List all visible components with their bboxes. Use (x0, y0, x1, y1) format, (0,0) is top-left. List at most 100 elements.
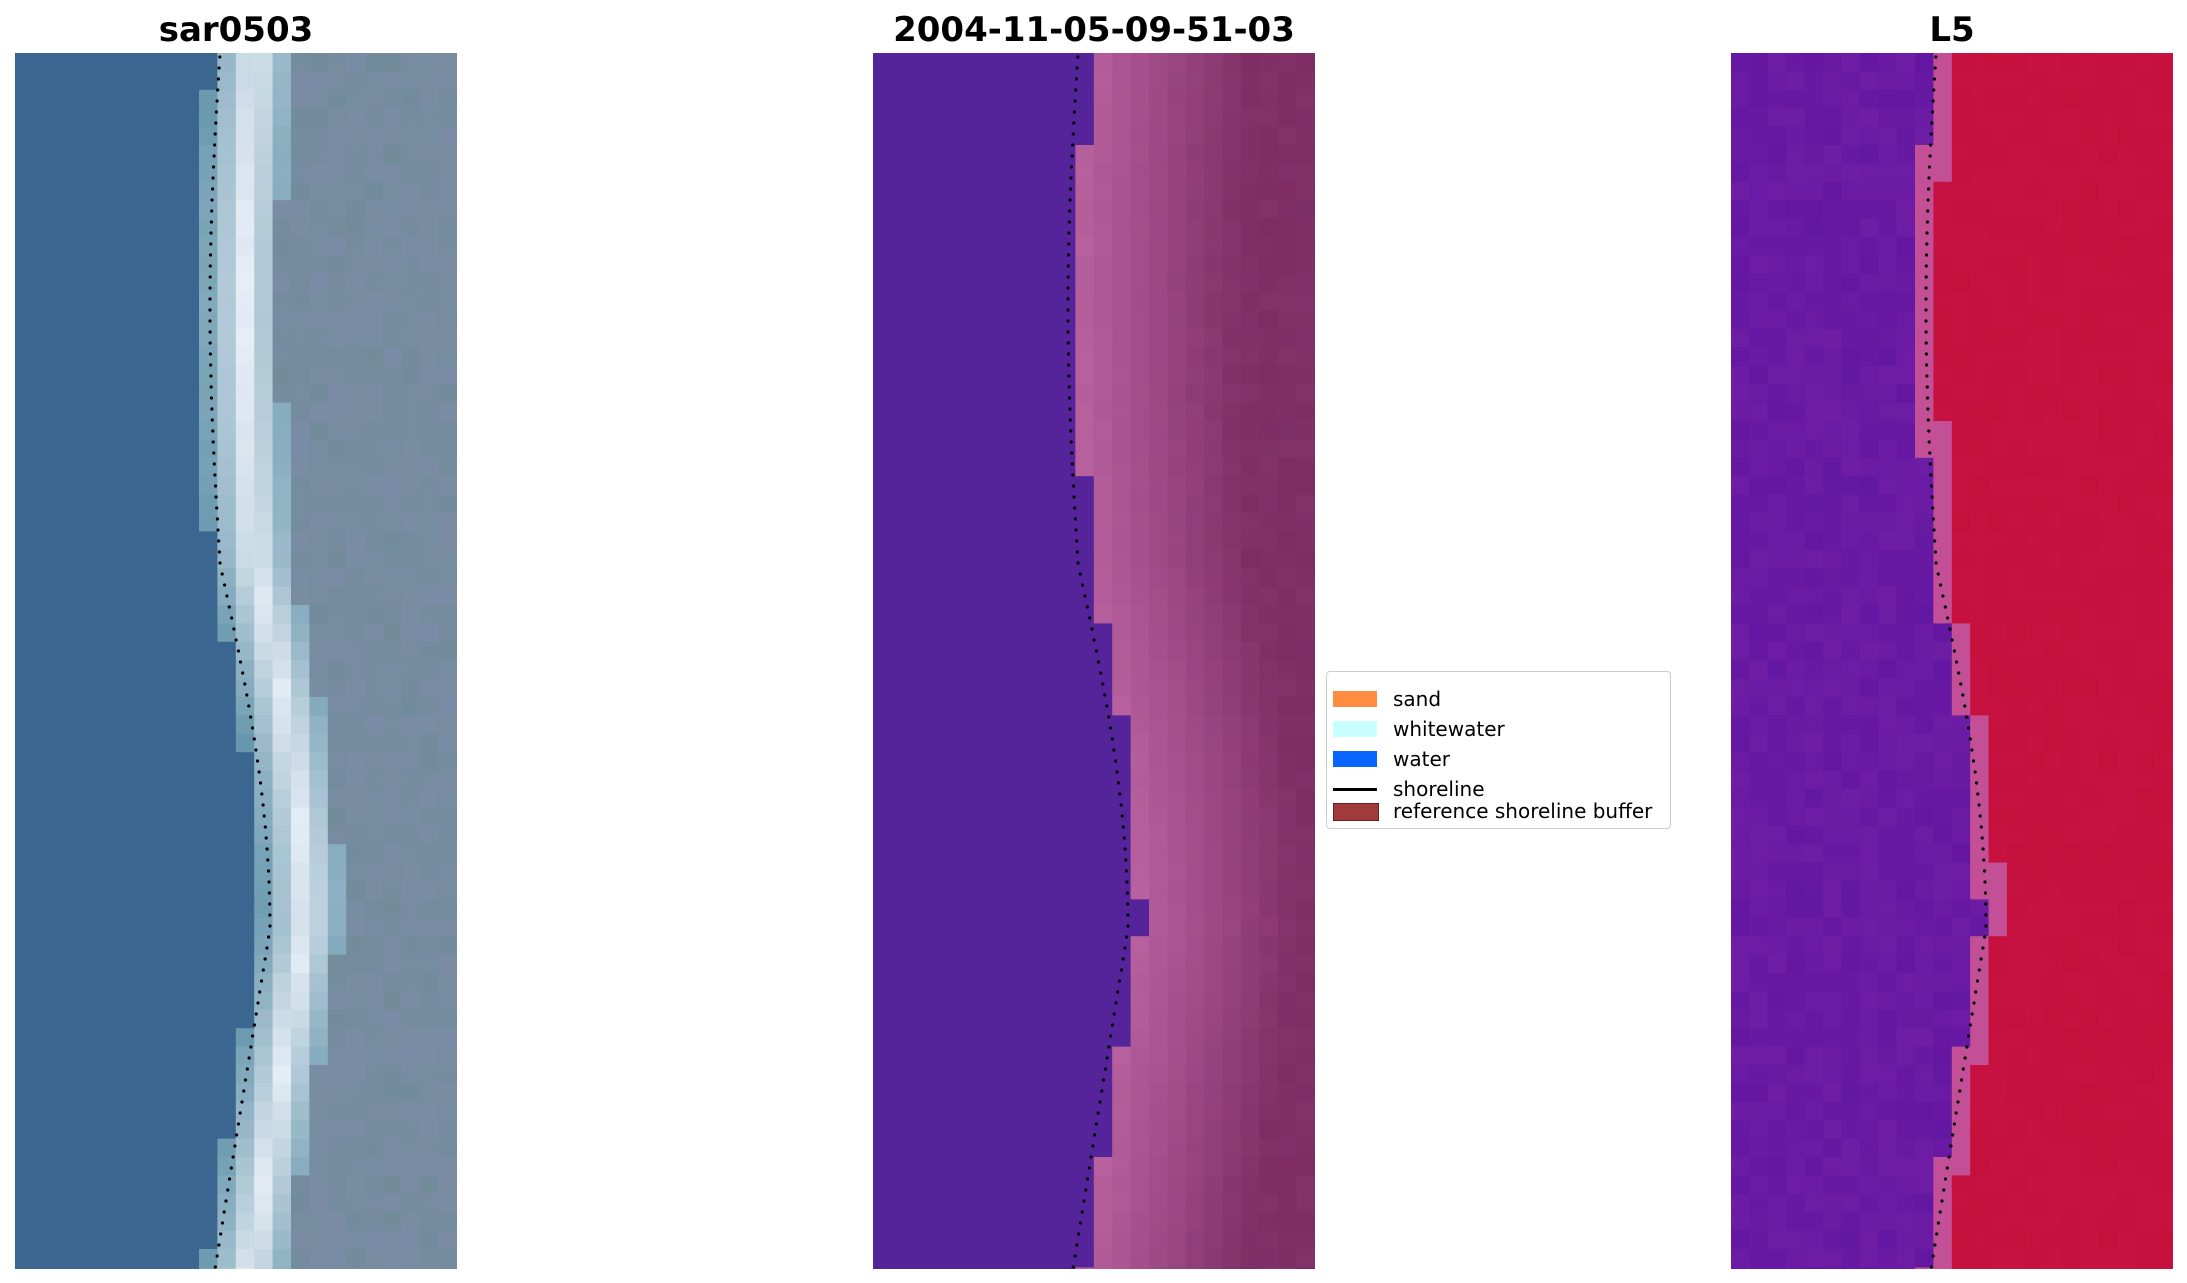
raster-pixel (383, 678, 402, 698)
raster-pixel (254, 825, 274, 845)
raster-pixel (401, 715, 421, 735)
raster-pixel (2025, 181, 2045, 201)
raster-pixel (327, 531, 347, 551)
raster-pixel (909, 200, 929, 220)
shoreline-point (212, 451, 216, 455)
raster-pixel (1185, 1101, 1205, 1121)
raster-pixel (1093, 1230, 1113, 1250)
raster-pixel (88, 347, 108, 367)
raster-pixel (1093, 329, 1113, 348)
raster-pixel (1731, 181, 1750, 201)
raster-pixel (199, 402, 218, 422)
shoreline-point (1076, 55, 1080, 59)
raster-pixel (1896, 1009, 1916, 1029)
raster-pixel (235, 163, 255, 183)
raster-pixel (1057, 1212, 1076, 1232)
raster-pixel (1093, 53, 1113, 72)
raster-pixel (199, 862, 218, 882)
raster-pixel (1823, 660, 1842, 680)
raster-pixel (2043, 531, 2063, 551)
raster-pixel (909, 126, 929, 146)
raster-pixel (1878, 237, 1898, 256)
raster-pixel (983, 145, 1003, 164)
raster-pixel (891, 163, 911, 183)
raster-pixel (928, 549, 948, 569)
raster-pixel (291, 237, 310, 256)
raster-pixel (291, 163, 310, 183)
raster-pixel (2099, 1046, 2118, 1066)
raster-pixel (1167, 347, 1187, 367)
raster-pixel (1749, 439, 1769, 459)
raster-pixel (401, 697, 421, 716)
raster-pixel (1057, 421, 1076, 440)
raster-pixel (143, 200, 163, 220)
raster-pixel (1786, 255, 1806, 275)
raster-pixel (401, 549, 421, 569)
raster-pixel (965, 71, 984, 91)
raster-pixel (143, 733, 163, 753)
raster-pixel (1020, 697, 1040, 716)
shoreline-point (1091, 1144, 1095, 1148)
raster-pixel (1970, 421, 1990, 440)
raster-pixel (1988, 697, 2008, 716)
raster-pixel (88, 255, 108, 275)
raster-pixel (1878, 218, 1898, 238)
raster-pixel (1001, 641, 1021, 661)
raster-pixel (1951, 586, 1971, 606)
raster-pixel (143, 825, 163, 845)
raster-pixel (125, 1157, 145, 1176)
raster-pixel (51, 457, 71, 477)
raster-pixel (2117, 292, 2137, 312)
raster-pixel (438, 770, 457, 790)
raster-pixel (254, 1193, 274, 1213)
shoreline-point (1067, 231, 1071, 235)
raster-pixel (1988, 439, 2008, 459)
raster-pixel (1259, 641, 1279, 661)
raster-pixel (946, 752, 966, 772)
raster-pixel (2043, 917, 2063, 937)
raster-pixel (2117, 586, 2137, 606)
raster-pixel (928, 53, 948, 72)
raster-pixel (70, 292, 90, 312)
raster-pixel (1038, 549, 1058, 569)
raster-pixel (51, 108, 71, 128)
raster-pixel (199, 145, 218, 164)
raster-pixel (180, 494, 200, 514)
raster-pixel (1951, 678, 1971, 698)
raster-pixel (1222, 660, 1242, 680)
raster-pixel (291, 991, 310, 1011)
raster-pixel (1859, 660, 1879, 680)
raster-pixel (70, 973, 90, 992)
raster-pixel (928, 954, 948, 974)
raster-pixel (2080, 862, 2100, 882)
raster-pixel (162, 807, 182, 827)
raster-pixel (891, 1157, 911, 1176)
raster-pixel (1038, 402, 1058, 422)
raster-pixel (1038, 89, 1058, 109)
raster-pixel (1093, 71, 1113, 91)
raster-pixel (291, 513, 310, 532)
raster-pixel (1749, 200, 1769, 220)
raster-pixel (1038, 108, 1058, 128)
raster-pixel (1823, 807, 1842, 827)
raster-pixel (1222, 108, 1242, 128)
raster-pixel (983, 789, 1003, 808)
raster-pixel (1038, 273, 1058, 293)
raster-pixel (1112, 678, 1132, 698)
raster-pixel (2043, 623, 2063, 643)
panel-title-1: sar0503 (158, 10, 314, 50)
raster-pixel (419, 697, 439, 716)
raster-pixel (254, 292, 274, 312)
shoreline-point (267, 935, 271, 939)
raster-pixel (2025, 421, 2045, 440)
raster-pixel (1075, 660, 1095, 680)
raster-pixel (180, 384, 200, 404)
shoreline-point (1119, 803, 1123, 807)
raster-pixel (180, 476, 200, 496)
raster-pixel (1915, 53, 1934, 72)
raster-pixel (1804, 770, 1824, 790)
raster-pixel (1149, 1009, 1168, 1029)
raster-pixel (1038, 605, 1058, 624)
raster-pixel (1749, 844, 1769, 864)
raster-pixel (1277, 53, 1297, 72)
